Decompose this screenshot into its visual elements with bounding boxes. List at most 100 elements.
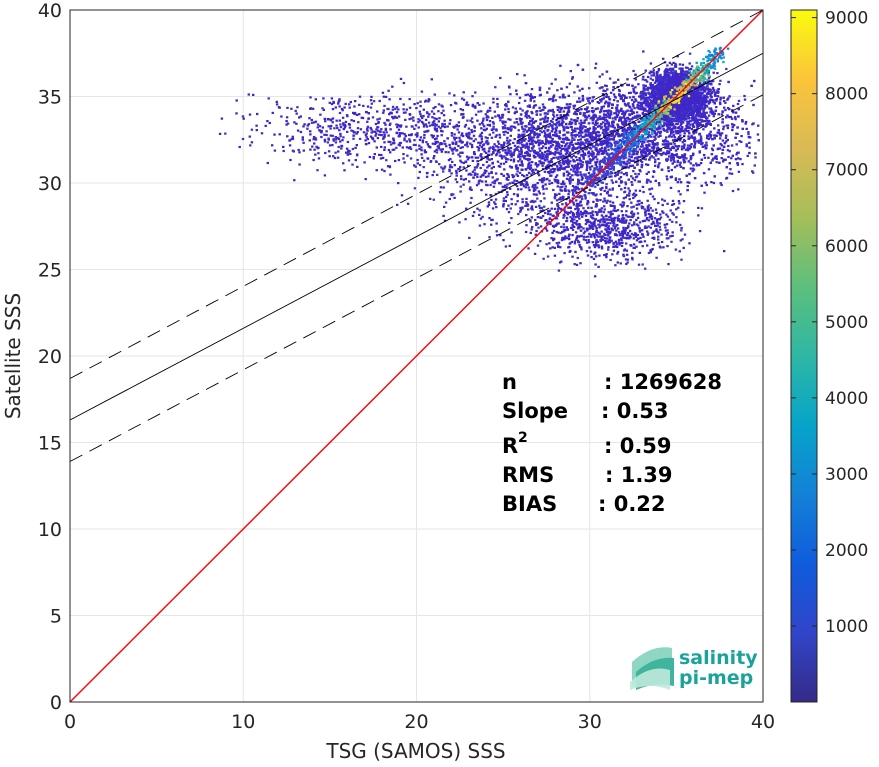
density-cell xyxy=(675,116,678,119)
density-cell xyxy=(687,76,690,79)
density-cell xyxy=(556,89,559,92)
density-cell xyxy=(703,105,707,108)
density-cell xyxy=(589,153,593,156)
density-cell xyxy=(576,63,580,67)
density-cell xyxy=(720,157,723,160)
density-cell xyxy=(666,110,670,113)
density-cell xyxy=(635,99,638,102)
density-cell xyxy=(637,107,641,110)
density-cell xyxy=(686,96,689,100)
density-cell xyxy=(691,117,694,120)
density-cell xyxy=(675,81,678,84)
density-cell xyxy=(594,114,597,117)
density-cell xyxy=(741,119,744,122)
density-cell xyxy=(702,109,705,112)
density-cell xyxy=(671,156,675,159)
density-cell xyxy=(657,68,661,71)
density-cell xyxy=(727,80,730,84)
density-cell xyxy=(692,152,695,155)
density-cell xyxy=(691,153,695,157)
density-cell xyxy=(686,95,689,98)
density-cell xyxy=(676,113,680,116)
density-cell xyxy=(674,65,678,68)
density-cell xyxy=(558,131,561,134)
density-cell xyxy=(679,124,682,127)
density-cell xyxy=(688,136,691,139)
density-cell xyxy=(563,133,566,136)
density-cell xyxy=(681,156,684,159)
density-cell xyxy=(576,85,579,88)
density-cell xyxy=(673,114,677,118)
density-cell xyxy=(515,89,518,92)
density-cell xyxy=(577,142,580,145)
density-cell xyxy=(727,144,730,148)
density-cell xyxy=(667,96,670,99)
density-cell xyxy=(585,118,588,121)
density-cell xyxy=(480,121,484,124)
density-cell xyxy=(721,118,724,121)
density-cell xyxy=(709,134,712,137)
density-cell xyxy=(612,138,615,141)
density-cell xyxy=(706,116,709,119)
density-cell xyxy=(694,141,697,144)
density-cell xyxy=(731,126,734,129)
density-cell xyxy=(639,92,642,95)
density-cell xyxy=(673,103,676,106)
density-cell xyxy=(753,79,756,83)
density-cell xyxy=(665,175,668,178)
density-cell xyxy=(676,145,679,148)
density-cell xyxy=(696,124,699,127)
density-cell xyxy=(644,107,647,110)
density-cell xyxy=(596,158,599,161)
density-cell xyxy=(696,112,699,115)
density-cell xyxy=(591,139,594,142)
density-cell xyxy=(622,173,626,176)
density-cell xyxy=(673,136,676,139)
density-cell xyxy=(722,96,725,99)
density-cell xyxy=(666,157,669,160)
density-cell xyxy=(702,128,705,131)
density-cell xyxy=(689,113,693,116)
density-cell xyxy=(683,78,686,81)
density-cell xyxy=(685,112,688,115)
density-cell xyxy=(754,152,757,155)
density-cell xyxy=(685,130,688,133)
density-cell xyxy=(585,162,588,165)
density-cell xyxy=(710,96,713,99)
density-cell xyxy=(573,170,577,173)
density-cell xyxy=(691,170,694,173)
density-cell xyxy=(656,120,659,123)
density-cell xyxy=(666,143,669,146)
density-cell xyxy=(698,151,701,154)
density-cell xyxy=(708,100,711,103)
density-cell xyxy=(606,140,609,143)
density-cell xyxy=(681,154,684,157)
density-cell xyxy=(667,166,670,170)
density-cell xyxy=(665,153,668,156)
density-cell xyxy=(698,132,702,135)
density-cell xyxy=(627,148,630,151)
density-cell xyxy=(604,122,607,125)
density-cell xyxy=(638,115,642,118)
density-cell xyxy=(670,123,673,126)
density-cell xyxy=(664,142,667,145)
density-cell xyxy=(630,142,633,145)
density-cell xyxy=(685,174,688,177)
density-cell xyxy=(610,130,614,133)
density-cell xyxy=(621,110,625,113)
density-cell xyxy=(683,153,687,156)
density-cell xyxy=(615,180,618,183)
density-cell xyxy=(682,99,685,102)
density-cell xyxy=(697,92,701,95)
density-cell xyxy=(696,102,699,105)
density-cell xyxy=(615,140,618,143)
density-cell xyxy=(712,115,715,118)
density-cell xyxy=(672,67,675,70)
density-cell xyxy=(670,112,673,115)
density-cell xyxy=(699,135,703,138)
density-cell xyxy=(673,76,676,79)
density-cell xyxy=(712,99,715,102)
density-cell xyxy=(724,136,728,139)
density-cell xyxy=(668,80,671,83)
density-cell xyxy=(687,114,690,117)
